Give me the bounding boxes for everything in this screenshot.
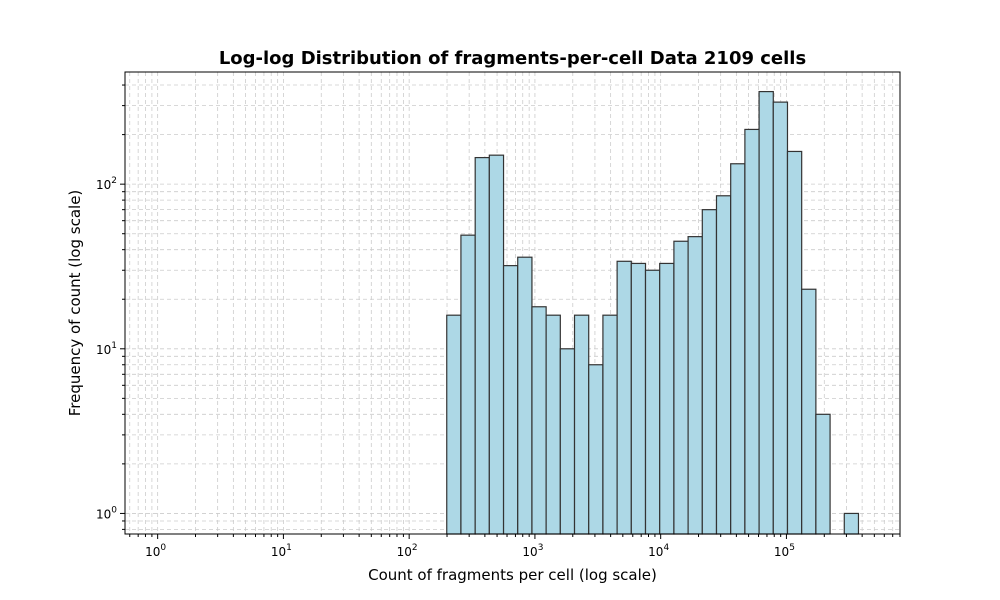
histogram-bar: [730, 163, 746, 535]
histogram-bar: [517, 256, 533, 535]
histogram-bar: [687, 236, 703, 535]
histogram-bar: [545, 314, 561, 535]
histogram-bar: [758, 90, 774, 535]
histogram-bar: [559, 348, 576, 535]
histogram-bar: [815, 413, 831, 535]
histogram-bar: [616, 260, 632, 535]
x-tick-label: 104: [648, 543, 669, 559]
histogram-bar: [502, 265, 519, 535]
histogram-bar: [460, 234, 476, 535]
histogram-bar: [446, 314, 462, 535]
histogram-bar: [673, 240, 689, 535]
histogram-bar: [801, 288, 817, 535]
axis-ticks: 100 101 102 103 104 105 100 101 102: [96, 84, 901, 559]
histogram-bar: [573, 314, 590, 535]
histogram-bar: [588, 364, 604, 535]
histogram-bar: [701, 209, 718, 535]
x-tick-label: 101: [271, 543, 292, 559]
y-tick-label: 100: [96, 505, 117, 521]
histogram-bar: [715, 195, 732, 535]
histogram-bar: [474, 156, 490, 535]
plot-frame: [124, 71, 901, 535]
y-axis-label: Frequency of count (log scale): [66, 190, 84, 417]
histogram-bar: [744, 128, 760, 535]
chart-title: Log-log Distribution of fragments-per-ce…: [219, 48, 806, 69]
histogram-bar: [488, 154, 505, 535]
histogram-bar: [531, 306, 547, 535]
histogram-bar: [843, 512, 860, 535]
x-tick-label: 102: [397, 543, 418, 559]
x-tick-label: 103: [522, 543, 543, 559]
histogram-bar: [630, 262, 647, 535]
x-axis-label: Count of fragments per cell (log scale): [368, 566, 657, 584]
histogram-bar: [602, 314, 618, 535]
y-tick-label: 101: [96, 341, 117, 357]
histogram-bar: [786, 150, 803, 535]
x-tick-label: 100: [145, 543, 166, 559]
histogram-bar: [772, 101, 789, 535]
histogram-bar: [659, 262, 675, 535]
histogram-bar: [644, 269, 661, 535]
y-tick-label: 102: [96, 176, 117, 192]
x-tick-label: 105: [774, 543, 795, 559]
